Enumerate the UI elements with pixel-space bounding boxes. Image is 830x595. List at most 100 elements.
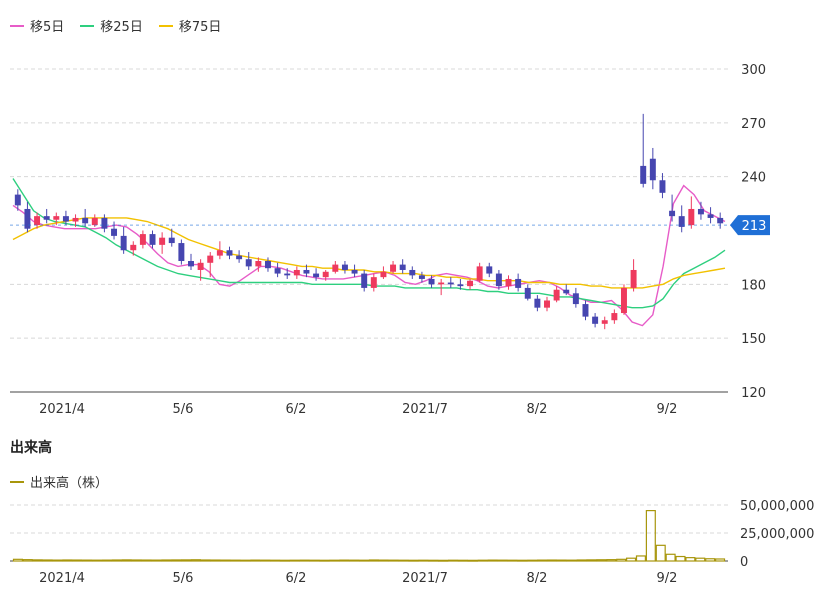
volume-bar-2 [32, 559, 43, 562]
candle-body-50 [495, 273, 502, 287]
candle-body-30 [303, 269, 310, 274]
candle-body-18 [188, 261, 194, 267]
price-y-tick-1: 270 [741, 117, 766, 132]
volume-bar-71 [715, 558, 726, 562]
volume-bar-54 [546, 559, 557, 562]
price-x-tick-0: 2021/4 [39, 402, 85, 417]
volume-bar-52 [527, 559, 538, 562]
candle-body-54 [534, 298, 541, 308]
volume-bar-30 [309, 559, 320, 562]
legend-ma5-label: 移5日 [30, 20, 65, 35]
volume-bar-48 [487, 559, 498, 562]
volume-bar-39 [398, 559, 409, 562]
volume-section-title: 出来高 [10, 440, 52, 456]
volume-bar-8 [92, 559, 103, 562]
volume-bar-67 [675, 555, 686, 562]
price-x-tick-3: 2021/7 [402, 402, 448, 417]
volume-bar-43 [438, 559, 449, 562]
candle-body-2 [34, 216, 41, 226]
legend-volume-label: 出来高（株） [30, 476, 109, 491]
volume-bar-62 [626, 557, 637, 562]
volume-bar-7 [82, 559, 93, 562]
candle-body-38 [380, 271, 387, 278]
candle-body-26 [264, 261, 271, 269]
volume-bar-45 [457, 559, 468, 562]
volume-y-tick-2: 0 [740, 555, 748, 570]
volume-bar-5 [62, 559, 73, 562]
candle-body-0 [14, 194, 21, 206]
candle-body-37 [370, 277, 377, 288]
candle-body-16 [168, 237, 175, 244]
legend-ma75[interactable]: 移75日 [158, 16, 221, 35]
volume-x-tick-0: 2021/4 [39, 571, 85, 586]
current-price-badge [730, 215, 770, 236]
candle-body-56 [553, 289, 560, 301]
candle-body-46 [457, 284, 464, 287]
volume-bar-65 [655, 544, 666, 562]
legend-volume[interactable]: 出来高（株） [10, 472, 108, 491]
volume-bar-34 [349, 559, 360, 562]
volume-bar-60 [606, 559, 617, 562]
candle-body-21 [216, 250, 223, 256]
candle-body-58 [572, 293, 579, 305]
volume-bar-49 [497, 559, 508, 562]
price-y-tick-3: 180 [741, 278, 766, 293]
volume-bar-0 [12, 558, 23, 562]
volume-bar-38 [388, 559, 399, 562]
volume-y-tick-1: 25,000,000 [740, 527, 814, 542]
price-y-tick-0: 300 [741, 63, 766, 78]
volume-bar-55 [556, 559, 567, 562]
volume-bar-23 [240, 559, 251, 562]
volume-x-tick-4: 8/2 [527, 571, 548, 586]
volume-bar-44 [448, 559, 459, 562]
candle-body-52 [515, 278, 522, 288]
volume-bar-61 [616, 558, 627, 562]
volume-bar-20 [210, 559, 221, 562]
volume-bar-11 [121, 559, 132, 562]
candle-body-47 [467, 280, 474, 287]
volume-bar-18 [190, 559, 201, 562]
volume-bar-56 [566, 559, 577, 562]
candle-body-35 [351, 269, 358, 274]
volume-bar-42 [428, 559, 439, 562]
candle-body-15 [159, 237, 166, 245]
volume-bar-12 [131, 559, 142, 562]
candle-body-68 [669, 210, 676, 217]
volume-bar-37 [378, 559, 389, 562]
candle-body-20 [207, 255, 214, 263]
volume-bar-13 [141, 559, 152, 562]
ma-line-2 [12, 217, 726, 289]
candle-body-69 [678, 216, 685, 227]
volume-bar-66 [665, 553, 676, 562]
candle-body-5 [62, 216, 69, 222]
volume-bar-4 [52, 559, 63, 562]
candle-body-70 [688, 208, 695, 226]
candle-body-44 [438, 282, 445, 285]
price-x-tick-1: 5/6 [173, 402, 194, 417]
volume-x-tick-2: 6/2 [286, 571, 307, 586]
candle-body-28 [284, 273, 291, 276]
candle-body-60 [592, 316, 599, 324]
legend-ma25[interactable]: 移25日 [80, 16, 143, 35]
price-x-tick-2: 6/2 [286, 402, 307, 417]
volume-bar-36 [368, 559, 379, 562]
candle-body-1 [24, 208, 31, 229]
legend-ma5-swatch [10, 24, 24, 27]
volume-bar-53 [537, 559, 548, 562]
volume-bar-14 [151, 559, 162, 562]
legend-ma5[interactable]: 移5日 [10, 16, 64, 35]
price-y-tick-5: 120 [741, 386, 766, 401]
volume-bar-68 [685, 557, 696, 562]
legend-ma25-label: 移25日 [100, 20, 143, 35]
volume-bar-32 [329, 559, 340, 562]
candle-body-17 [178, 243, 185, 262]
volume-bar-59 [596, 559, 607, 562]
current-price-label: 213 [742, 219, 767, 234]
volume-bar-63 [635, 555, 646, 562]
candle-body-36 [361, 273, 368, 288]
candle-body-7 [82, 217, 89, 224]
legend-ma75-swatch [158, 24, 173, 27]
candle-body-65 [640, 165, 647, 184]
candle-body-41 [409, 269, 416, 276]
